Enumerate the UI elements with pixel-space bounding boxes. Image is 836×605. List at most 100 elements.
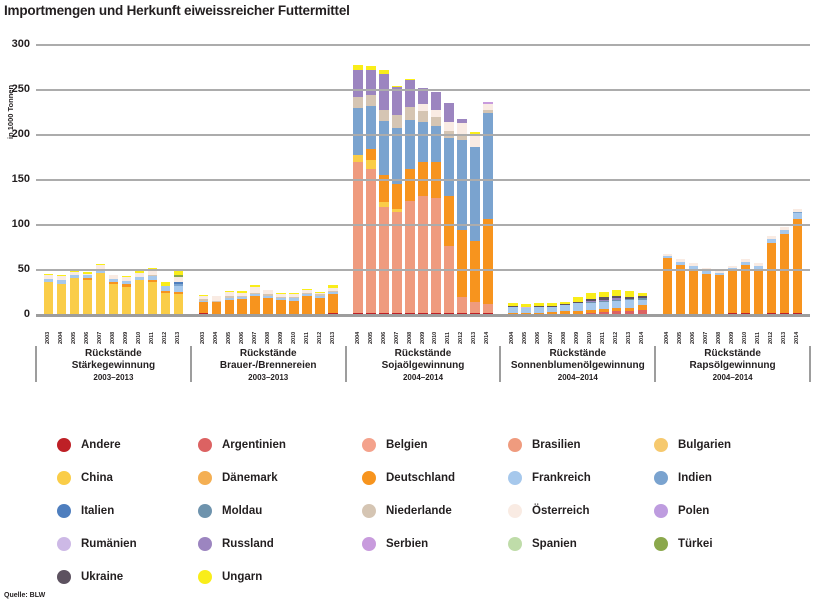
x-tick-label: 2008 xyxy=(109,331,116,344)
x-tick-label: 2008 xyxy=(406,331,413,344)
bar-segment-russland xyxy=(599,299,609,301)
bar-segment-rumänien xyxy=(521,306,531,308)
legend-swatch-türkei xyxy=(654,536,668,551)
bar-segment-frankreich xyxy=(302,293,312,297)
bar-segment-ungarn xyxy=(573,297,583,302)
bar-segment-ungarn xyxy=(160,281,171,287)
bar-segment-ungarn xyxy=(82,271,93,274)
legend-item-moldau: Moldau xyxy=(198,503,362,518)
legend-swatch-spanien xyxy=(508,536,522,551)
bar-segment-niederlande xyxy=(237,296,247,297)
bar-segment-deutschland xyxy=(237,298,247,315)
bar-segment-frankreich xyxy=(637,299,648,306)
bar-segment-frankreich xyxy=(547,306,557,313)
bar-segment-deutschland xyxy=(740,264,751,314)
bar-segment-indien xyxy=(483,112,493,219)
bar-segment-china xyxy=(173,294,184,315)
bar-segment-österreich xyxy=(740,259,751,262)
bar-segment-ungarn xyxy=(134,270,145,273)
gridline-100 xyxy=(36,224,810,226)
x-tick-label: 2006 xyxy=(535,331,542,344)
stacked-bar-chart: in 1000 Tonnen 2003 2004 2005 2006 2007 2008 2… xyxy=(0,30,836,425)
bar-segment-russland xyxy=(366,70,376,96)
legend-item-bulgarien: Bulgarien xyxy=(654,437,800,452)
legend-item-china: China xyxy=(57,470,198,485)
bar-segment-niederlande xyxy=(147,274,158,277)
bar-segment-ungarn xyxy=(353,64,363,71)
x-tick-label: 2012 xyxy=(613,331,620,344)
bar-segment-ungarn xyxy=(56,275,67,277)
legend-swatch-ukraine xyxy=(57,569,71,584)
bar-segment-ungarn xyxy=(379,70,389,74)
x-tick-label: 2007 xyxy=(548,331,555,344)
bar-segment-ungarn xyxy=(624,290,635,297)
bar-segment-ungarn xyxy=(366,65,376,71)
legend-item-italien: Italien xyxy=(57,503,198,518)
bar-segment-brasilien xyxy=(392,212,402,314)
bar-segment-deutschland xyxy=(379,174,389,202)
bar-segment-russland xyxy=(418,88,428,104)
gridline-300 xyxy=(36,44,810,46)
bar-segment-deutschland xyxy=(727,270,738,314)
bar-segment-ungarn xyxy=(198,295,209,297)
legend-item-frankreich: Frankreich xyxy=(508,470,654,485)
bar-segment-frankreich xyxy=(521,307,531,314)
bar-segment-deutschland xyxy=(560,311,570,315)
bar-segment-deutschland xyxy=(276,299,286,315)
bar-segment-frankreich xyxy=(573,303,583,311)
bar-segment-deutschland xyxy=(315,297,325,315)
bar-segment-frankreich xyxy=(753,265,764,270)
bar-segment-frankreich xyxy=(792,213,803,219)
bar-segment-frankreich xyxy=(766,239,777,243)
x-tick-label: 2004 xyxy=(57,331,64,344)
x-tick-label: 2013 xyxy=(174,331,181,344)
legend-item-serbien: Serbien xyxy=(362,536,508,551)
bar-segment-österreich xyxy=(315,292,325,295)
bar-segment-deutschland xyxy=(470,241,480,303)
bar-segment-ungarn xyxy=(534,303,544,306)
bar-segment-indien xyxy=(366,106,376,150)
y-tick-label: 250 xyxy=(11,83,30,95)
bar-segment-argentinien xyxy=(611,311,622,315)
bar-segment-österreich xyxy=(211,296,222,301)
bar-segment-ungarn xyxy=(95,263,106,265)
bar-segment-frankreich xyxy=(688,265,699,270)
bar-segment-indien xyxy=(431,126,441,162)
bar-segment-argentinien xyxy=(637,309,648,315)
bar-segment-frankreich xyxy=(662,255,673,259)
bar-segment-ungarn xyxy=(392,85,402,87)
x-tick-label: 2012 xyxy=(316,331,323,344)
legend-item-österreich: Österreich xyxy=(508,503,654,518)
bar-segment-österreich xyxy=(263,289,273,295)
gridline-150 xyxy=(36,179,810,181)
bar-segment-deutschland xyxy=(599,308,609,313)
bar-segment-österreich xyxy=(662,253,673,256)
bar-segment-frankreich xyxy=(779,230,790,234)
bar-segment-niederlande xyxy=(250,292,260,295)
bar-segment-deutschland xyxy=(688,269,699,315)
legend-swatch-niederlande xyxy=(362,503,376,518)
bar-segment-frankreich xyxy=(134,277,145,280)
bar-segment-deutschland xyxy=(444,196,454,246)
group-label: Rückstände Brauer-/Brennereien 2003–2013 xyxy=(219,348,317,382)
legend-label: Moldau xyxy=(222,504,263,517)
x-tick-label: 2011 xyxy=(600,332,607,344)
legend-label: Indien xyxy=(678,471,712,484)
gridline-250 xyxy=(36,89,810,91)
bar-segment-österreich xyxy=(121,277,132,281)
legend-label: Frankreich xyxy=(532,471,591,484)
x-tick-label: 2012 xyxy=(161,331,168,344)
bar-segment-niederlande xyxy=(315,294,325,297)
bar-segment-niederlande xyxy=(302,292,312,294)
bar-segment-russland xyxy=(457,118,467,124)
bar-segment-frankreich xyxy=(599,301,609,309)
group-separator xyxy=(809,346,811,382)
bar-segment-österreich xyxy=(675,259,686,262)
bar-segment-ungarn xyxy=(289,293,299,295)
bar-segment-ungarn xyxy=(276,293,286,295)
x-tick-label: 2008 xyxy=(716,331,723,344)
x-tick-label: 2010 xyxy=(432,331,439,344)
y-tick-label: 50 xyxy=(17,263,30,275)
legend-swatch-russland xyxy=(198,536,212,551)
bar-segment-frankreich xyxy=(95,270,106,273)
